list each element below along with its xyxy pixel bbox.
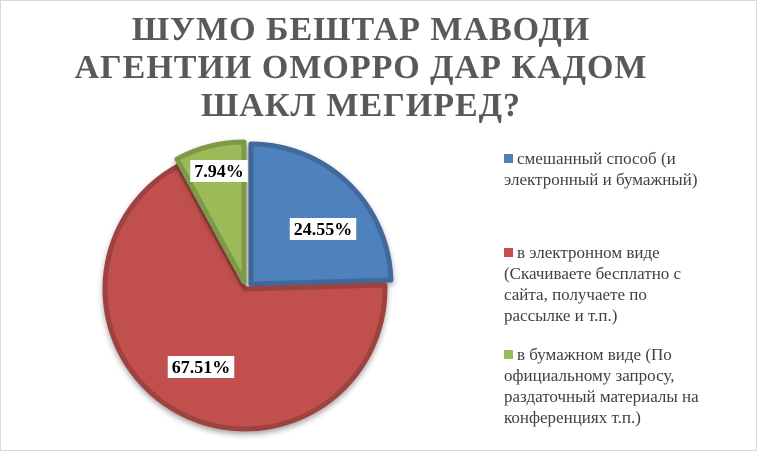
- legend-label-electronic: в электронном виде: [517, 243, 660, 262]
- legend-swatch-mixed: [504, 154, 513, 163]
- legend-label-paper: в бумажном виде (По: [517, 345, 672, 364]
- pie-slice-mixed: [248, 141, 394, 287]
- data-label-electronic: 67.51%: [172, 357, 231, 377]
- legend-label-paper-line3: раздаточный материалы на: [504, 387, 699, 406]
- data-label-box-electronic: [167, 356, 235, 378]
- data-label-box-mixed: [289, 218, 357, 240]
- legend-label-electronic-line2: (Скачиваете бесплатно с: [504, 264, 682, 283]
- legend-label-mixed-line2: электронный и бумажный): [504, 170, 698, 189]
- legend-swatch-paper: [504, 350, 513, 359]
- legend-swatch-electronic: [504, 248, 513, 257]
- legend-label-paper-line2: официальному запросу,: [504, 366, 675, 385]
- legend-label-electronic-line3: сайта, получаете по: [504, 285, 647, 304]
- legend-label-electronic-line4: рассылке и т.п.): [504, 306, 618, 325]
- legend-item-paper: в бумажном виде (По официальному запросу…: [504, 344, 749, 428]
- chart-title: ШУМО БЕШТАР МАВОДИ АГЕНТИИ ОМОРРО ДАР КА…: [74, 11, 648, 124]
- legend-label-mixed: смешанный способ (и: [517, 149, 676, 168]
- data-label-mixed: 24.55%: [294, 219, 353, 239]
- legend-item-mixed: смешанный способ (и электронный и бумажн…: [504, 148, 749, 190]
- data-label-box-paper: [190, 160, 248, 182]
- data-label-paper: 7.94%: [194, 161, 244, 181]
- legend-item-electronic: в электронном виде (Скачиваете бесплатно…: [504, 242, 749, 326]
- legend-label-paper-line4: конференциях т.п.): [504, 408, 641, 427]
